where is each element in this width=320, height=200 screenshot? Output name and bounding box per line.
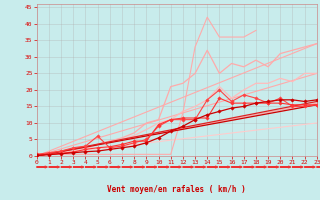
X-axis label: Vent moyen/en rafales ( km/h ): Vent moyen/en rafales ( km/h ) xyxy=(108,185,246,194)
